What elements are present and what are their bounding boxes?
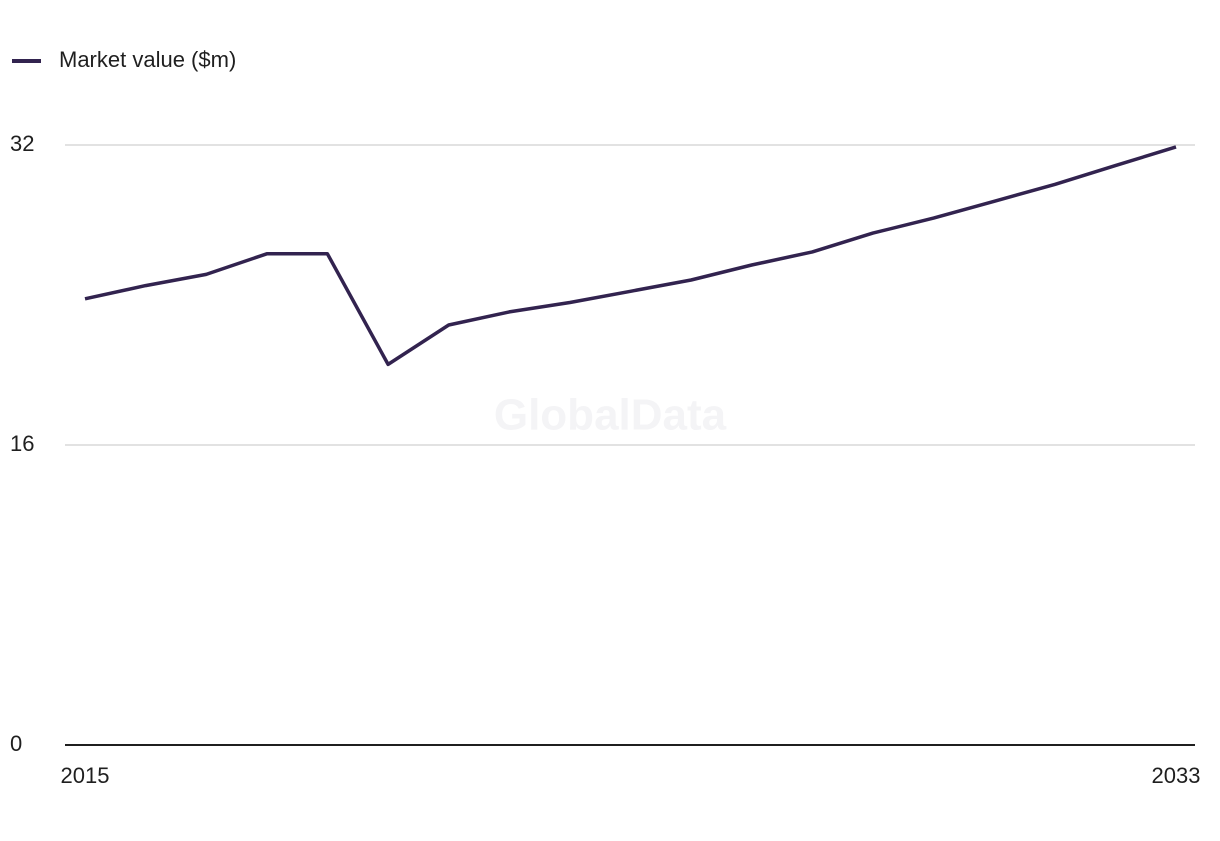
data-line [84, 145, 1177, 367]
y-tick-label: 0 [10, 731, 22, 756]
y-tick-label: 32 [10, 131, 34, 156]
x-tick-label: 2033 [1152, 763, 1201, 788]
legend-label: Market value ($m) [59, 47, 236, 72]
watermark: GlobalData [494, 391, 727, 440]
y-tick-label: 16 [10, 431, 34, 456]
x-tick-label: 2015 [61, 763, 110, 788]
